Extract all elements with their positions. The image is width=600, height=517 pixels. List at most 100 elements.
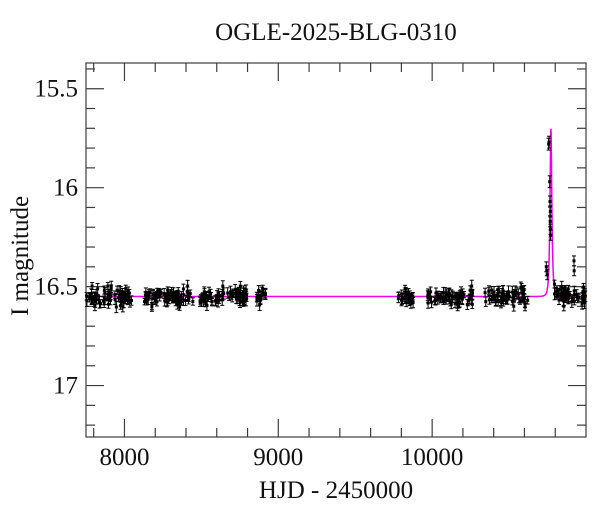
data-point xyxy=(262,291,266,295)
data-point xyxy=(129,299,133,303)
data-point xyxy=(201,299,205,303)
data-point xyxy=(181,287,185,291)
data-point xyxy=(560,285,564,289)
data-point xyxy=(96,287,100,291)
data-point xyxy=(186,294,190,298)
data-point xyxy=(491,294,495,298)
data-point xyxy=(115,288,119,292)
data-point xyxy=(175,302,179,306)
data-point xyxy=(162,291,166,295)
data-point xyxy=(258,303,262,307)
data-point xyxy=(561,299,565,303)
data-point xyxy=(518,299,522,303)
data-point xyxy=(572,299,576,303)
data-point xyxy=(512,304,516,308)
data-point xyxy=(490,288,494,292)
data-point xyxy=(455,296,459,300)
data-point xyxy=(507,290,511,294)
data-point xyxy=(496,287,500,291)
data-point xyxy=(243,291,247,295)
data-point xyxy=(169,293,173,297)
data-point xyxy=(577,296,581,300)
data-point xyxy=(205,294,209,298)
data-point xyxy=(582,285,586,289)
data-point xyxy=(244,298,248,302)
data-point xyxy=(563,289,567,293)
data-point xyxy=(124,293,128,297)
data-point xyxy=(507,294,511,298)
data-point xyxy=(103,291,107,295)
data-point xyxy=(176,300,180,304)
x-tick-label: 10000 xyxy=(401,444,464,471)
data-point xyxy=(441,295,445,299)
data-point xyxy=(238,284,242,288)
data-point xyxy=(523,302,527,306)
x-tick-labels: 8000 9000 10000 xyxy=(99,444,463,471)
data-point xyxy=(201,294,205,298)
data-point xyxy=(429,290,433,294)
data-point xyxy=(487,289,491,293)
data-point xyxy=(449,302,453,306)
data-point xyxy=(159,292,163,296)
data-point xyxy=(101,299,105,303)
data-point xyxy=(494,298,498,302)
data-point xyxy=(505,298,509,302)
microlensing-model-curve xyxy=(86,128,586,298)
data-point xyxy=(167,298,171,302)
data-point xyxy=(581,295,585,299)
data-point xyxy=(147,294,151,298)
data-point xyxy=(232,292,236,296)
data-point xyxy=(411,301,415,305)
data-point xyxy=(458,300,462,304)
data-point xyxy=(163,299,167,303)
data-point xyxy=(155,300,159,304)
data-point xyxy=(572,259,576,263)
data-point xyxy=(572,269,576,273)
data-point xyxy=(128,300,132,304)
data-point xyxy=(106,302,110,306)
data-point xyxy=(448,300,452,304)
data-point xyxy=(257,288,261,292)
data-point xyxy=(517,296,521,300)
axis-ticks xyxy=(86,63,586,437)
data-point xyxy=(430,300,434,304)
data-point xyxy=(121,305,125,309)
data-point xyxy=(239,292,243,296)
data-point xyxy=(207,294,211,298)
data-point xyxy=(150,302,154,306)
data-point xyxy=(462,293,466,297)
data-point xyxy=(522,288,526,292)
data-point xyxy=(583,294,587,298)
data-point xyxy=(216,299,220,303)
data-point xyxy=(548,200,552,204)
x-tick-label: 9000 xyxy=(253,444,303,471)
data-point xyxy=(400,297,404,301)
data-point xyxy=(468,288,472,292)
data-point xyxy=(165,299,169,303)
data-point xyxy=(445,294,449,298)
data-point xyxy=(90,284,94,288)
data-point xyxy=(513,289,517,293)
data-point xyxy=(113,293,117,297)
data-point xyxy=(547,140,551,144)
data-point xyxy=(563,295,567,299)
data-point xyxy=(484,300,488,304)
x-axis-label: HJD - 2450000 xyxy=(259,477,413,504)
data-point xyxy=(144,296,148,300)
data-point xyxy=(260,291,264,295)
peak-data-points xyxy=(544,135,577,281)
data-point xyxy=(449,294,453,298)
data-point xyxy=(447,292,451,296)
data-point xyxy=(93,303,97,307)
data-point xyxy=(235,291,239,295)
data-point xyxy=(487,298,491,302)
data-point xyxy=(213,299,217,303)
data-point xyxy=(202,292,206,296)
data-point xyxy=(258,297,262,301)
data-point xyxy=(191,299,195,303)
data-point xyxy=(120,290,124,294)
data-point xyxy=(396,296,400,300)
data-point xyxy=(436,293,440,297)
y-tick-label: 17 xyxy=(53,373,78,400)
